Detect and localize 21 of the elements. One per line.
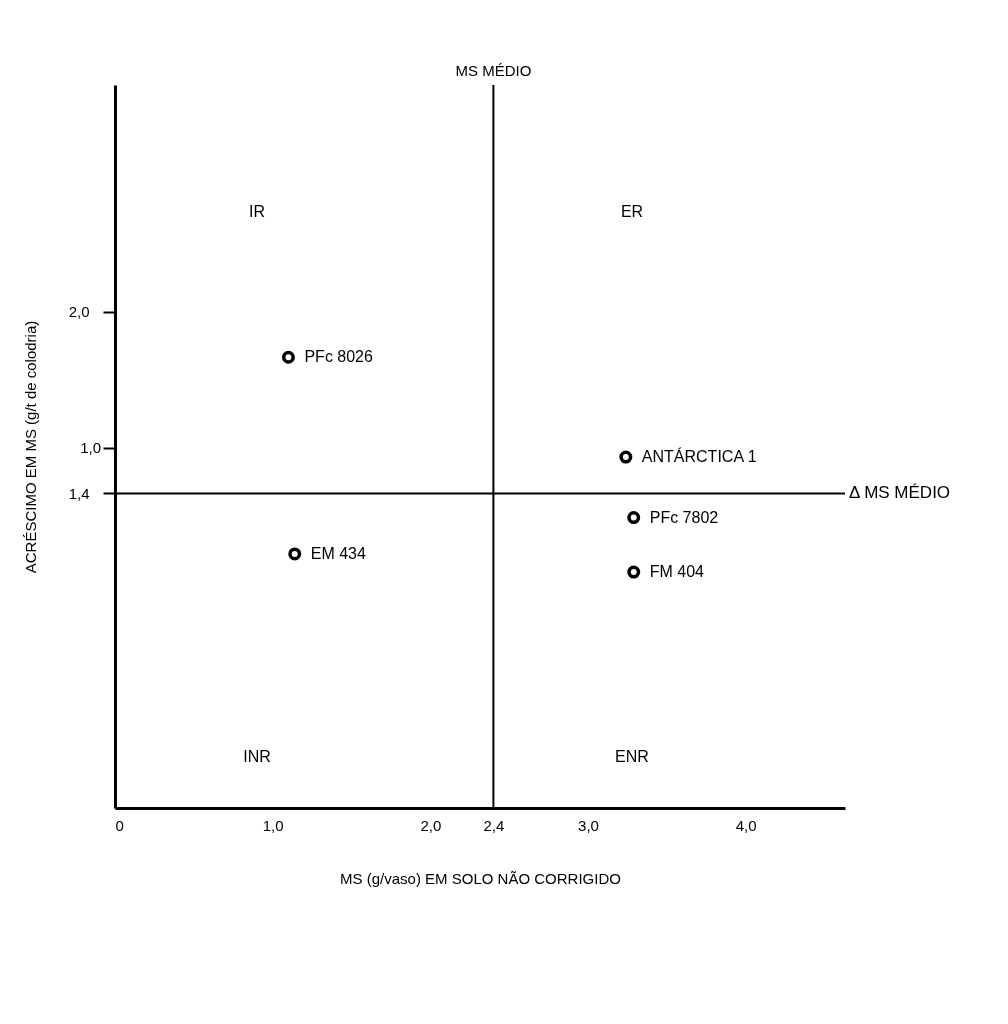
x-tick-label: 3,0 bbox=[578, 816, 599, 834]
x-tick-label: 0 bbox=[115, 816, 124, 834]
annotation: ER bbox=[620, 203, 644, 220]
series-label: ANTÁRCTICA 1 bbox=[641, 447, 757, 466]
text: 1,0 bbox=[80, 439, 101, 457]
x-axis-title: MS (g/vaso) EM SOLO NÃO CORRIGIDO bbox=[340, 869, 621, 887]
y-axis-title: ACRÉSCIMO EM MS (g/t de colodria) bbox=[21, 320, 39, 574]
series-label: FM 404 bbox=[649, 563, 705, 581]
series-label: PFc 7802 bbox=[649, 508, 719, 526]
annotation: INR bbox=[243, 748, 271, 765]
series-label: PFc 8026 bbox=[304, 348, 374, 366]
x-tick-label: 4,0 bbox=[735, 816, 757, 834]
y-tick-label: 1,4 bbox=[68, 484, 90, 502]
ref-line-label: MS MÉDIO bbox=[455, 62, 532, 79]
annotation: ENR bbox=[615, 748, 649, 765]
series-label: EM 434 bbox=[310, 544, 366, 562]
x-tick-label: 1,0 bbox=[262, 816, 284, 834]
x-tick-label: 2,4 bbox=[483, 816, 505, 834]
annotation: IR bbox=[249, 203, 265, 220]
ref-line-label: Δ MS MÉDIO bbox=[849, 483, 951, 503]
x-tick-label: 2,0 bbox=[420, 816, 442, 834]
